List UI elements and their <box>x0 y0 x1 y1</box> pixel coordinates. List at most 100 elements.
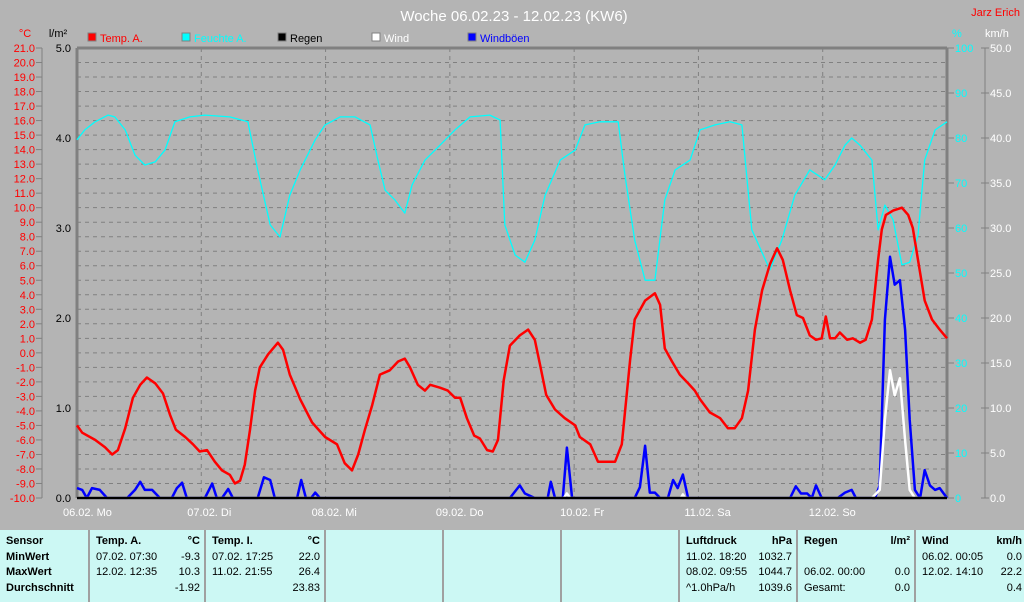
pressure-unit: hPa <box>771 535 792 547</box>
temp-a-avg: -1.92 <box>174 581 200 594</box>
row-label-max: MaxWert <box>6 566 52 578</box>
pressure-avg: 1039.6 <box>758 581 792 594</box>
humidity-tick-label: 50 <box>955 268 967 280</box>
grid <box>77 48 947 498</box>
temp-a-min-time: 07.02. 07:30 <box>96 550 158 563</box>
humidity-tick-label: 70 <box>955 178 967 190</box>
humidity-tick-label: 40 <box>955 313 967 325</box>
temp-a-min: -9.3 <box>181 550 200 563</box>
sensor-header: Sensor <box>6 535 44 547</box>
x-tick-label: 12.02. So <box>809 507 856 519</box>
author-label: Jarz Erich <box>971 7 1020 19</box>
wind-tick-label: 20.0 <box>990 313 1011 325</box>
wind-min: 0.0 <box>1006 550 1022 563</box>
x-tick-label: 06.02. Mo <box>63 507 112 519</box>
temp-tick-label: -10.0 <box>10 493 35 505</box>
temp-tick-label: 13.0 <box>14 159 35 171</box>
rain-header: Regen <box>804 535 838 547</box>
row-label-min: MinWert <box>6 550 50 563</box>
humidity-tick-label: 20 <box>955 403 967 415</box>
stats-col-pressure: Luftdruck hPa 11.02. 18:20 1032.7 08.02. 0… <box>678 530 796 602</box>
temp-tick-label: -9.0 <box>16 478 35 490</box>
weather-chart: Woche 06.02.23 - 12.02.23 (KW6) Jarz Eri… <box>10 7 1020 519</box>
wind-tick-label: 0.0 <box>990 493 1005 505</box>
temp-i-max-time: 11.02. 21:55 <box>212 566 273 578</box>
stats-col-empty-1 <box>324 530 442 602</box>
temp-tick-label: 2.0 <box>20 319 35 331</box>
temp-tick-label: 9.0 <box>20 217 35 229</box>
temp-i-header: Temp. I. <box>212 535 253 547</box>
temp-unit-label: °C <box>19 28 31 40</box>
humidity-unit-label: % <box>952 28 962 40</box>
legend-swatch-rain <box>277 32 287 42</box>
rain-unit-label: l/m² <box>49 28 68 40</box>
wind-tick-label: 10.0 <box>990 403 1011 415</box>
temp-tick-label: 4.0 <box>20 290 35 302</box>
stats-col-temp-i: Temp. I. °C 07.02. 17:25 22.0 11.02. 21:55… <box>204 530 324 602</box>
temp-i-max: 26.4 <box>298 566 320 578</box>
row-label-avg: Durchschnitt <box>6 581 74 594</box>
pressure-trend: ^1.0hPa/h <box>686 581 736 594</box>
humidity-tick-label: 10 <box>955 448 967 460</box>
temp-tick-label: 10.0 <box>14 203 35 215</box>
pressure-min-time: 11.02. 18:20 <box>686 550 747 563</box>
stats-col-wind: Wind km/h 06.02. 00:05 0.0 12.02. 14:10 22.… <box>914 530 1024 602</box>
wind-tick-label: 40.0 <box>990 133 1011 145</box>
pressure-max: 1044.7 <box>758 566 792 578</box>
humidity-tick-label: 60 <box>955 223 967 235</box>
temp-a-max-time: 12.02. 12:35 <box>96 566 158 578</box>
temp-tick-label: 0.0 <box>20 348 35 360</box>
humidity-tick-label: 100 <box>955 43 973 55</box>
temp-tick-label: 20.0 <box>14 58 35 70</box>
axes: -10.0 -9.0 -8.0 -7.0 -6.0 -5.0 -4.0 -3.0 -2.0 -1.… <box>10 28 1012 519</box>
temp-tick-label: 14.0 <box>14 145 35 157</box>
pressure-max-time: 08.02. 09:55 <box>686 566 748 578</box>
wind-tick-label: 30.0 <box>990 223 1011 235</box>
wind-avg: 0.4 <box>1006 581 1022 594</box>
temp-tick-label: -6.0 <box>16 435 35 447</box>
wind-unit: km/h <box>996 535 1022 547</box>
temp-tick-label: 12.0 <box>14 174 35 186</box>
rain-max: 0.0 <box>894 566 910 578</box>
pressure-header: Luftdruck <box>686 535 737 547</box>
wind-header: Wind <box>922 535 949 547</box>
x-tick-label: 11.02. Sa <box>684 507 731 519</box>
legend-label-temp: Temp. A. <box>100 33 143 45</box>
rain-tick-label: 3.0 <box>56 223 71 235</box>
legend-swatch-wind <box>371 32 381 42</box>
rain-total-label: Gesamt: <box>804 581 846 594</box>
temp-tick-label: 18.0 <box>14 87 35 99</box>
legend-label-rain: Regen <box>290 33 322 45</box>
temp-i-avg: 23.83 <box>292 581 320 594</box>
temp-i-min-time: 07.02. 17:25 <box>212 550 274 563</box>
temp-tick-label: 16.0 <box>14 116 35 128</box>
temp-tick-label: 1.0 <box>20 333 35 345</box>
rain-tick-label: 0.0 <box>56 493 71 505</box>
rain-tick-label: 2.0 <box>56 313 71 325</box>
stats-col-sensor: Sensor MinWert MaxWert Durchschnitt <box>0 530 88 602</box>
series-lines <box>75 114 949 500</box>
legend-label-gusts: Windböen <box>480 33 530 45</box>
temp-tick-label: 21.0 <box>14 43 35 55</box>
series-line-temp <box>75 206 948 485</box>
wind-max: 22.2 <box>1000 566 1022 578</box>
temp-tick-label: -8.0 <box>16 464 35 476</box>
legend-label-humidity: Feuchte A. <box>194 33 247 45</box>
temp-tick-label: -5.0 <box>16 420 35 432</box>
humidity-tick-label: 90 <box>955 88 967 100</box>
x-tick-label: 10.02. Fr <box>560 507 604 519</box>
series-line-humidity <box>76 114 948 281</box>
humidity-tick-label: 0 <box>955 493 961 505</box>
temp-tick-label: -1.0 <box>16 362 35 374</box>
wind-tick-label: 25.0 <box>990 268 1011 280</box>
legend: Temp. A. Feuchte A. Regen Wind Windböen <box>87 32 530 45</box>
temp-tick-label: 7.0 <box>20 246 35 258</box>
stats-col-empty-3 <box>560 530 678 602</box>
wind-min-time: 06.02. 00:05 <box>922 550 984 563</box>
temp-tick-label: 17.0 <box>14 101 35 113</box>
rain-total: 0.0 <box>894 581 910 594</box>
temp-tick-label: -3.0 <box>16 391 35 403</box>
temp-tick-label: 19.0 <box>14 72 35 84</box>
temp-tick-label: 11.0 <box>14 188 35 200</box>
legend-swatch-temp <box>87 32 97 42</box>
